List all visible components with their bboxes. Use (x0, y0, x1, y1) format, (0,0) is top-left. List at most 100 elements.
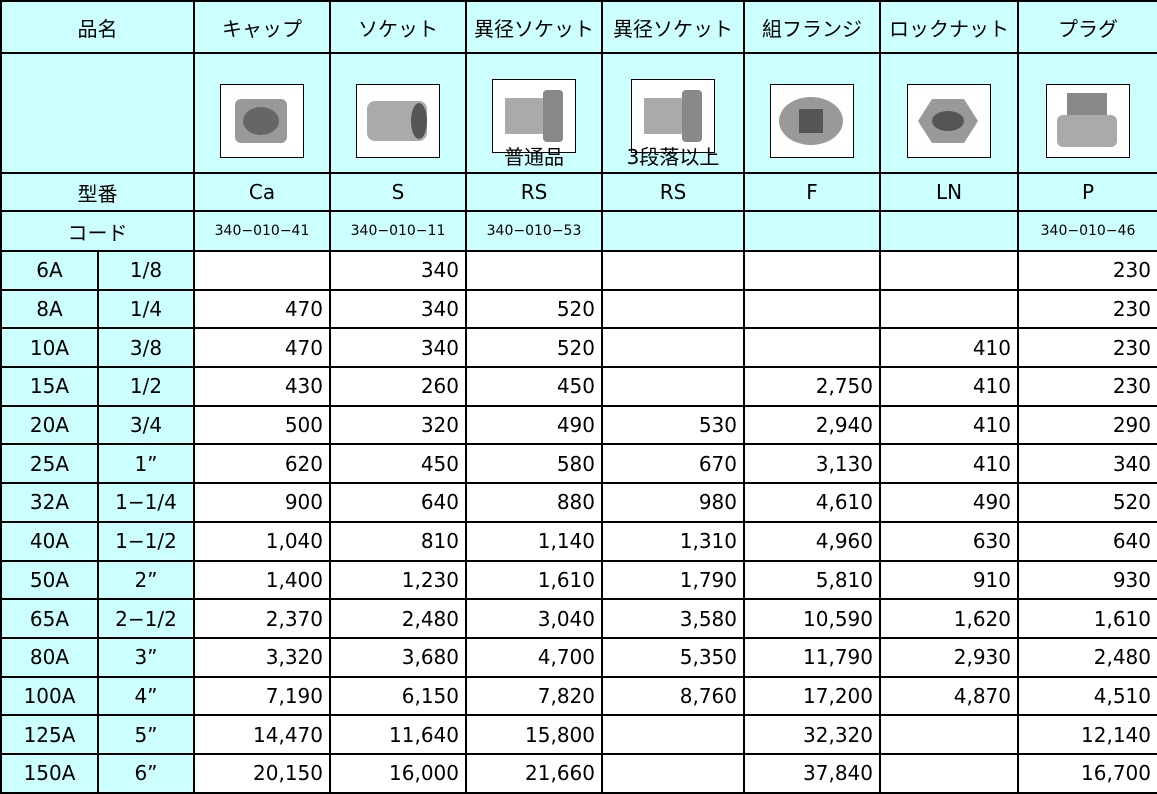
price-cell: 230 (1017, 288, 1157, 330)
price-cell: 320 (329, 404, 467, 446)
price-cell: 1,310 (601, 520, 745, 562)
price-cell: 10,590 (743, 598, 881, 639)
inch-cell: 2” (97, 559, 195, 601)
price-cell: 4,870 (879, 675, 1019, 717)
price-cell: 410 (879, 443, 1019, 485)
price-cell: 1,620 (879, 598, 1019, 639)
inch-cell: 2−1/2 (97, 598, 195, 639)
price-cell: 470 (193, 327, 331, 369)
price-cell: 340 (329, 327, 467, 369)
price-cell: 410 (879, 404, 1019, 446)
price-cell (601, 714, 745, 755)
price-cell: 16,700 (1017, 752, 1157, 794)
code-cell: 340−010−46 (1017, 210, 1157, 252)
inch-cell: 3/4 (97, 404, 195, 446)
price-cell (743, 327, 881, 369)
data-row: 25A 1” 620 450 580 670 3,130 410 340 (0, 443, 1157, 485)
size-cell: 15A (0, 366, 99, 407)
model-row: 型番 Ca S RS RS F LN P (0, 172, 1157, 212)
image-note: 普通品 (504, 145, 564, 169)
price-cell: 640 (1017, 520, 1157, 562)
price-cell: 230 (1017, 250, 1157, 291)
price-cell (601, 288, 745, 330)
image-cell (1017, 52, 1157, 174)
price-cell: 580 (465, 443, 603, 485)
price-cell: 37,840 (743, 752, 881, 794)
price-cell: 430 (193, 366, 331, 407)
price-cell: 7,820 (465, 675, 603, 717)
size-cell: 6A (0, 250, 99, 291)
inch-cell: 6” (97, 752, 195, 794)
model-cell: RS (465, 172, 603, 212)
price-cell: 17,200 (743, 675, 881, 717)
header-row: 品名 キャップ ソケット 異径ソケット 異径ソケット 組フランジ ロックナット プラグ (0, 0, 1157, 54)
price-cell: 11,790 (743, 636, 881, 678)
price-cell: 3,680 (329, 636, 467, 678)
header-cell: 組フランジ (743, 0, 881, 54)
product-image (1046, 84, 1130, 158)
size-cell: 65A (0, 598, 99, 639)
inch-cell: 1/4 (97, 288, 195, 330)
model-cell: F (743, 172, 881, 212)
price-cell: 3,580 (601, 598, 745, 639)
price-cell: 3,320 (193, 636, 331, 678)
size-cell: 25A (0, 443, 99, 485)
price-cell: 14,470 (193, 714, 331, 755)
price-cell: 16,000 (329, 752, 467, 794)
price-cell: 980 (601, 482, 745, 523)
data-row: 100A 4” 7,190 6,150 7,820 8,760 17,200 4,870 4,5… (0, 675, 1157, 717)
size-cell: 20A (0, 404, 99, 446)
price-cell: 2,750 (743, 366, 881, 407)
data-row: 40A 1−1/2 1,040 810 1,140 1,310 4,960 630 640 (0, 520, 1157, 562)
model-cell: Ca (193, 172, 331, 212)
inch-cell: 3/8 (97, 327, 195, 369)
price-cell: 8,760 (601, 675, 745, 717)
data-row: 10A 3/8 470 340 520 410 230 (0, 327, 1157, 369)
price-cell: 340 (329, 250, 467, 291)
product-image (770, 84, 854, 158)
code-label: コード (0, 210, 195, 252)
inch-cell: 1/8 (97, 250, 195, 291)
size-cell: 50A (0, 559, 99, 601)
image-cell: 3段落以上 (601, 52, 745, 174)
price-cell: 880 (465, 482, 603, 523)
inch-cell: 5” (97, 714, 195, 755)
image-cell (879, 52, 1019, 174)
code-cell: 340−010−41 (193, 210, 331, 252)
image-row: 普通品 3段落以上 (0, 52, 1157, 174)
header-cell: 異径ソケット (601, 0, 745, 54)
data-row: 65A 2−1/2 2,370 2,480 3,040 3,580 10,590 1,620 1… (0, 598, 1157, 639)
code-cell (743, 210, 881, 252)
product-image (631, 79, 715, 153)
price-cell: 12,140 (1017, 714, 1157, 755)
price-cell: 520 (1017, 482, 1157, 523)
price-cell: 490 (465, 404, 603, 446)
price-cell: 1,610 (465, 559, 603, 601)
image-note: 3段落以上 (626, 145, 720, 169)
price-cell: 290 (1017, 404, 1157, 446)
price-cell (879, 288, 1019, 330)
data-row: 20A 3/4 500 320 490 530 2,940 410 290 (0, 404, 1157, 446)
price-cell: 910 (879, 559, 1019, 601)
header-cell: ロックナット (879, 0, 1019, 54)
data-row: 8A 1/4 470 340 520 230 (0, 288, 1157, 330)
price-cell (879, 714, 1019, 755)
product-image (492, 79, 576, 153)
price-cell: 1,400 (193, 559, 331, 601)
price-cell: 1,790 (601, 559, 745, 601)
size-cell: 40A (0, 520, 99, 562)
price-cell: 630 (879, 520, 1019, 562)
price-cell (743, 250, 881, 291)
inch-cell: 1/2 (97, 366, 195, 407)
price-cell: 530 (601, 404, 745, 446)
price-cell: 230 (1017, 327, 1157, 369)
model-cell: RS (601, 172, 745, 212)
price-cell (601, 366, 745, 407)
price-cell (465, 250, 603, 291)
data-row: 50A 2” 1,400 1,230 1,610 1,790 5,810 910 930 (0, 559, 1157, 601)
size-cell: 125A (0, 714, 99, 755)
size-cell: 80A (0, 636, 99, 678)
code-cell (879, 210, 1019, 252)
price-cell (193, 250, 331, 291)
